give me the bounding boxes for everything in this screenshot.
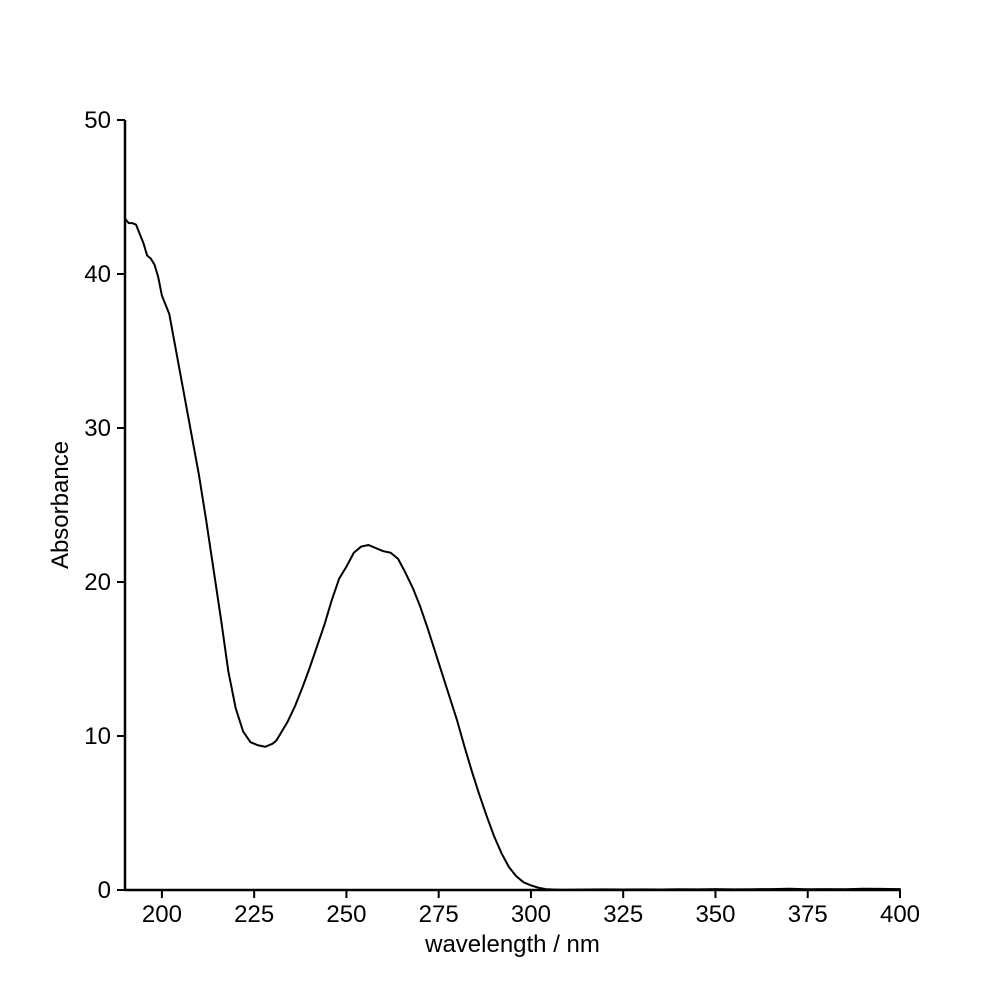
x-tick-label: 325 [603, 901, 643, 928]
y-axis-label: Absorbance [47, 441, 74, 569]
y-tick-label: 30 [84, 415, 111, 442]
axes: 200 225 250 275 300 325 350 375 400 0 10 20 30 40 50 [84, 107, 920, 928]
y-tick-label: 0 [98, 877, 111, 904]
x-tick-label: 275 [419, 901, 459, 928]
y-tick-label: 50 [84, 107, 111, 134]
x-tick-label: 350 [695, 901, 735, 928]
x-tick-label: 375 [788, 901, 828, 928]
x-tick-label: 400 [880, 901, 920, 928]
x-axis-label: wavelength / nm [424, 931, 600, 958]
y-tick-label: 40 [84, 261, 111, 288]
x-tick-label: 200 [142, 901, 182, 928]
x-tick-label: 250 [326, 901, 366, 928]
x-tick-label: 225 [234, 901, 274, 928]
y-tick-label: 20 [84, 569, 111, 596]
absorbance-spectrum-line [124, 217, 901, 891]
plot-area [124, 217, 901, 891]
y-tick-label: 10 [84, 723, 111, 750]
x-tick-label: 300 [511, 901, 551, 928]
